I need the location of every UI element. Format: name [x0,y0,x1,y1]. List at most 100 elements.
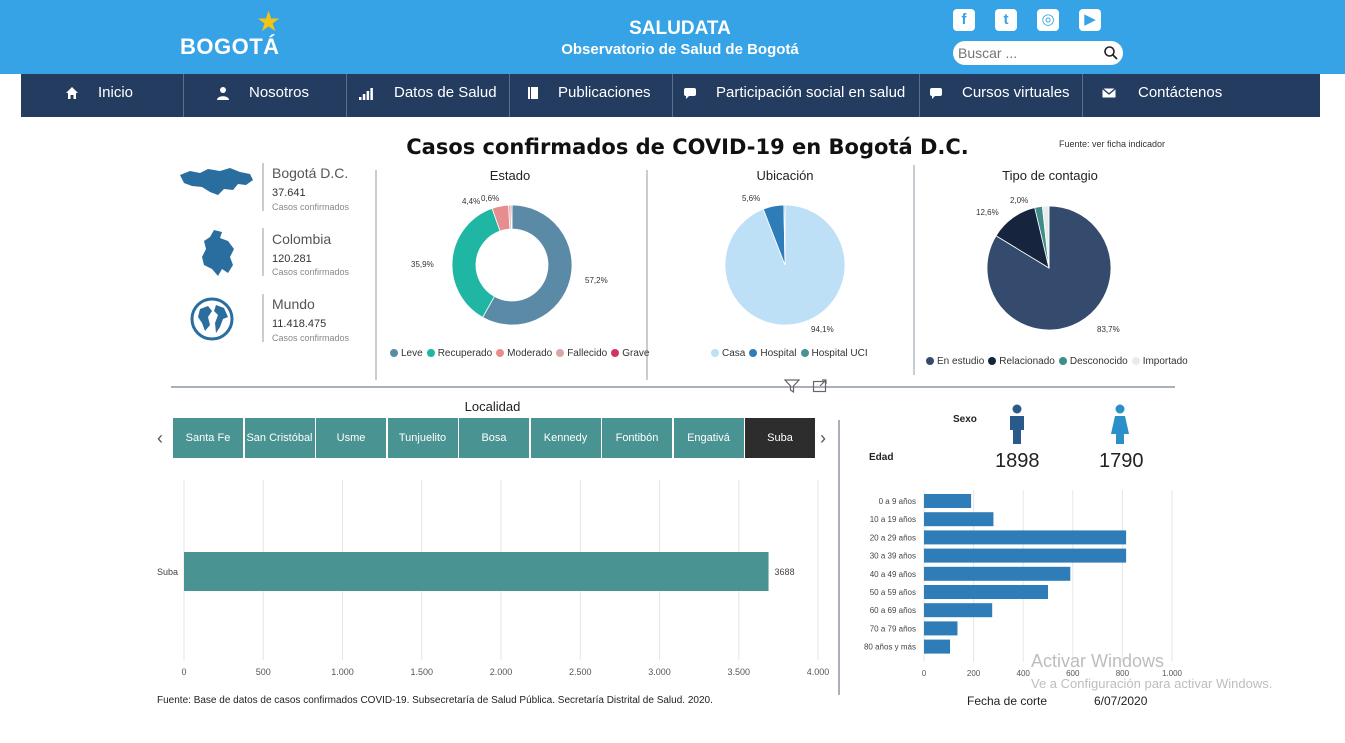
search-input[interactable] [958,43,1098,63]
fecha-corte-label: Fecha de corte [967,694,1048,708]
legend-item[interactable]: Leve [390,348,423,359]
bar-suba[interactable] [184,552,769,591]
nav-item-participacion[interactable]: Participación social en salud [673,74,920,117]
age-bar[interactable] [924,621,958,636]
star-icon: ★ [256,6,282,37]
age-bar[interactable] [924,603,993,618]
panel-divider [838,420,840,695]
twitter-icon[interactable]: t [995,9,1017,31]
pct-label-leve: 57,2% [585,276,608,285]
site-subtitle: Observatorio de Salud de Bogotá [561,41,799,58]
pie-slice-hospital-uci[interactable] [783,204,786,266]
region-divider [262,163,264,211]
filter-icon[interactable] [784,378,800,394]
legend-swatch [496,349,505,357]
legend-item[interactable]: Recuperado [426,348,492,359]
legend-label: Hospital [760,348,797,359]
youtube-icon[interactable]: ▶ [1079,9,1101,31]
age-label: 40 a 49 años [870,570,916,579]
activation-watermark: Activar Windows [1031,651,1165,671]
nav-item-cursos-virtuales[interactable]: Cursos virtuales [920,74,1083,117]
legend-item[interactable]: Fallecido [556,348,607,359]
region-name: Mundo [272,296,315,312]
chevron-right-icon[interactable]: › [820,428,826,448]
legend-label: Grave [622,348,650,359]
nav-item-inicio[interactable]: Inicio [21,74,184,117]
nav-label: Participación social en salud [716,84,906,101]
legend-item[interactable]: Casa [711,348,745,359]
x-tick-label: 4.000 [807,667,830,677]
age-bar[interactable] [924,530,1127,545]
bogota-logo[interactable]: ★ BOGOTÁ [180,6,290,65]
focus-mode-icon[interactable] [812,378,828,394]
edad-label: Edad [869,452,894,463]
pie-slice-recuperado[interactable] [451,207,501,318]
localidad-tab[interactable]: Tunjuelito [387,418,458,458]
nav-item-contactenos[interactable]: Contáctenos [1083,74,1320,117]
instagram-icon[interactable]: ◎ [1037,9,1059,31]
localidad-tab[interactable]: Kennedy [530,418,601,458]
age-label: 20 a 29 años [870,533,916,542]
pct-label-casa: 94,1% [811,325,834,334]
comment-icon [684,88,696,99]
legend-item[interactable]: Desconocido [1058,356,1128,367]
legend-swatch [749,349,758,357]
facebook-icon[interactable]: f [953,9,975,31]
estado-donut-chart [451,204,573,326]
estado-legend: Leve Recuperado Moderado Fallecido Grave [390,348,653,359]
legend-swatch [711,349,719,357]
localidad-tab[interactable]: Bosa [459,418,529,458]
legend-swatch [926,357,934,365]
data-label: 3688 [775,567,795,577]
legend-label: Fallecido [567,348,608,359]
localidad-tab[interactable]: Santa Fe [173,418,243,458]
male-icon [1010,404,1024,444]
legend-item[interactable]: Grave [611,348,649,359]
localidad-tab[interactable]: San Cristóbal [244,418,315,458]
age-bar[interactable] [924,585,1048,599]
nav-item-nosotros[interactable]: Nosotros [184,74,347,117]
age-bar[interactable] [924,512,994,527]
search-icon[interactable] [1103,45,1119,61]
pie-slice-leve[interactable] [482,204,573,326]
pie-slice-importado[interactable] [1041,205,1050,269]
nav-item-datos-de-salud[interactable]: Datos de Salud [347,74,510,117]
age-bar[interactable] [924,494,972,508]
ubicacion-pie-chart [724,204,846,326]
legend-item[interactable]: Hospital [749,348,797,359]
legend-item[interactable]: Hospital UCI [800,348,868,359]
legend-item[interactable]: Moderado [496,348,552,359]
nav-label: Nosotros [249,84,310,101]
activation-watermark-detail: Ve a Configuración para activar Windows. [1031,676,1273,691]
age-label: 30 a 39 años [870,552,916,561]
age-bar[interactable] [924,548,1127,563]
age-label: 0 a 9 años [879,497,916,506]
age-bar[interactable] [924,639,951,654]
chevron-left-icon[interactable]: ‹ [157,428,163,448]
pie-slice-grave[interactable] [510,204,513,230]
user-icon [217,87,229,100]
localidad-tab[interactable]: Usme [316,418,386,458]
legend-swatch [988,357,997,365]
legend-item[interactable]: Relacionado [988,356,1055,367]
source-link[interactable]: Fuente: ver ficha indicador [1059,139,1166,149]
legend-label: Hospital UCI [811,348,868,359]
nav-label: Contáctenos [1138,84,1223,101]
region-label: Casos confirmados [272,267,350,277]
nav-item-publicaciones[interactable]: Publicaciones [510,74,673,117]
fecha-corte-value: 6/07/2020 [1094,694,1148,708]
legend-item[interactable]: Importado [1131,356,1188,367]
legend-item[interactable]: En estudio [926,356,984,367]
age-bar[interactable] [924,566,1071,581]
localidad-title: Localidad [464,399,521,414]
site-title: SALUDATA [629,18,731,39]
localidad-tab[interactable]: Suba [745,418,815,458]
x-tick-label: 200 [967,669,981,678]
x-tick-label: 1.000 [331,667,354,677]
localidad-tab[interactable]: Fontibón [602,418,672,458]
region-name: Colombia [272,231,332,247]
colombia-map-icon [202,230,234,276]
region-divider [262,294,264,342]
site-header: ★ BOGOTÁ SALUDATA Observatorio de Salud … [0,0,1345,74]
localidad-tab[interactable]: Engativá [673,418,744,458]
